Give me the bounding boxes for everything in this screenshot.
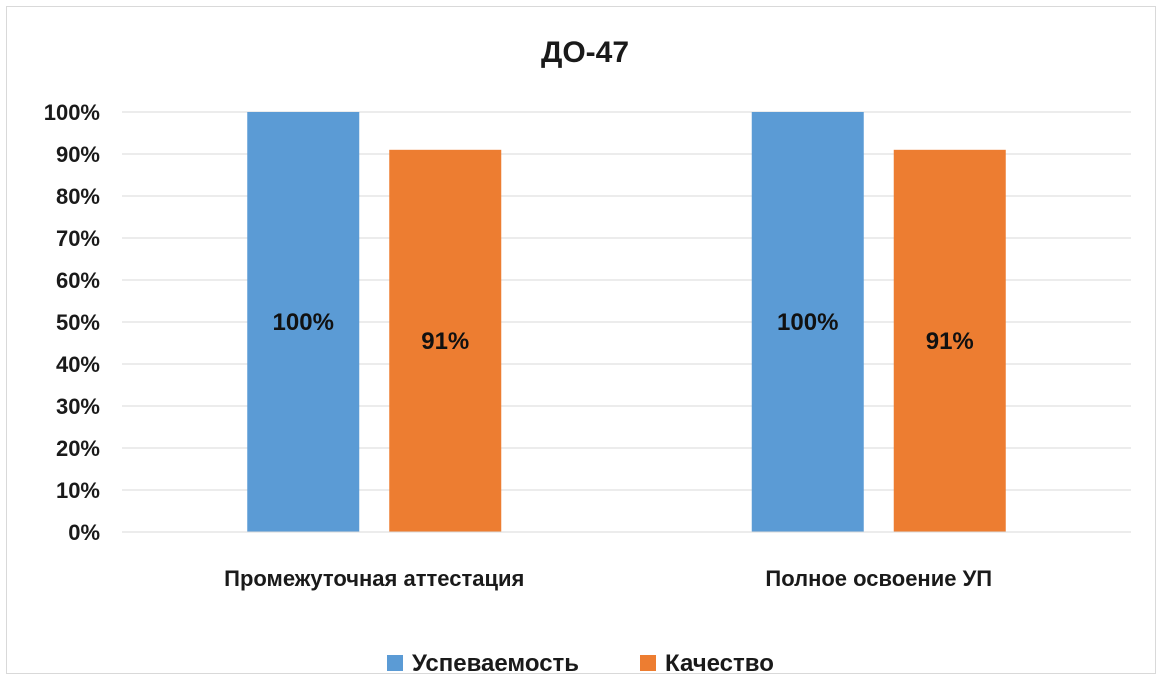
legend-swatch <box>640 655 656 671</box>
y-tick-label: 10% <box>56 478 100 503</box>
bar <box>751 112 864 532</box>
data-label: 100% <box>273 309 334 336</box>
bar <box>247 112 360 532</box>
y-tick-label: 50% <box>56 310 100 335</box>
y-tick-label: 70% <box>56 226 100 251</box>
legend-swatch <box>387 655 403 671</box>
y-tick-label: 30% <box>56 394 100 419</box>
legend: Успеваемость Качество <box>387 650 774 677</box>
y-tick-label: 40% <box>56 352 100 377</box>
legend-label: Качество <box>665 650 774 677</box>
bar <box>893 149 1006 533</box>
y-tick-label: 80% <box>56 184 100 209</box>
bars: 100% 91% 100% 91% <box>247 112 1006 533</box>
y-axis: 0% 10% 20% 30% 40% 50% 60% 70% 80% 90% 100% <box>44 100 100 545</box>
chart-title: ДО-47 <box>541 36 629 69</box>
x-tick-label: Полное освоение УП <box>765 566 992 591</box>
y-tick-label: 90% <box>56 142 100 167</box>
x-axis: Промежуточная аттестация Полное освоение … <box>122 531 1131 591</box>
y-tick-label: 60% <box>56 268 100 293</box>
y-tick-label: 0% <box>68 520 100 545</box>
data-label: 91% <box>421 328 469 355</box>
legend-label: Успеваемость <box>412 650 579 677</box>
y-tick-label: 100% <box>44 100 100 125</box>
data-label: 91% <box>926 328 974 355</box>
x-tick-label: Промежуточная аттестация <box>224 566 524 591</box>
y-tick-label: 20% <box>56 436 100 461</box>
bar <box>389 149 502 533</box>
data-label: 100% <box>777 309 838 336</box>
